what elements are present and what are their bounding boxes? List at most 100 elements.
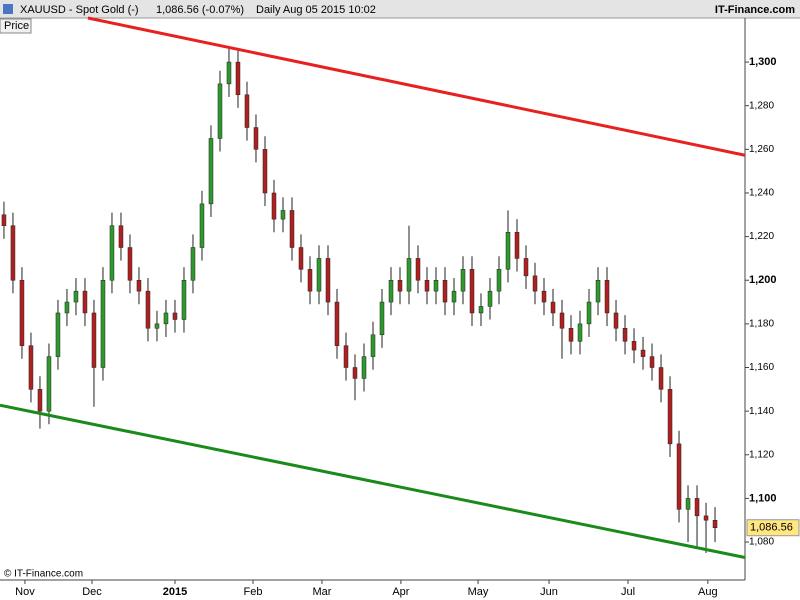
x-tick-label: Nov	[15, 586, 35, 598]
candle-body	[712, 519, 718, 528]
period: Daily Aug 05 2015 10:02	[256, 4, 376, 16]
candle-body	[568, 327, 574, 342]
x-tick-label: Apr	[392, 586, 409, 598]
candle-body	[226, 61, 232, 85]
x-tick-label: 2015	[163, 586, 187, 598]
footer: © IT-Finance.com	[4, 569, 83, 580]
candle-body	[64, 301, 70, 314]
candle-body	[415, 258, 421, 281]
x-tick-label: May	[468, 586, 489, 598]
candle-body	[694, 498, 700, 517]
candle-body	[487, 290, 493, 307]
candle-body	[388, 279, 394, 303]
candle-body	[523, 258, 529, 277]
candle-body	[649, 356, 655, 368]
candle-body	[550, 301, 556, 314]
candle-body	[442, 279, 448, 303]
quote: 1,086.56 (-0.07%)	[156, 4, 244, 16]
candle-body	[253, 127, 259, 150]
candle-body	[631, 341, 637, 351]
candle-body	[370, 334, 376, 357]
candle-body	[37, 389, 43, 412]
price-tag	[0, 18, 32, 34]
candle-body	[514, 231, 520, 259]
candle-body	[10, 225, 16, 281]
x-tick-label: Mar	[312, 586, 331, 598]
candle-body	[658, 367, 664, 390]
candle-body	[172, 312, 178, 320]
x-tick-label: Jul	[621, 586, 635, 598]
candle-body	[127, 247, 133, 281]
candle-body	[451, 290, 457, 303]
candle-body	[424, 279, 430, 292]
candle-body	[676, 443, 682, 510]
y-tick-label: 1,180	[749, 319, 774, 330]
candle-body	[541, 290, 547, 303]
x-tick-label: Jun	[540, 586, 558, 598]
candle-body	[82, 290, 88, 314]
candle-body	[208, 138, 214, 205]
y-tick-label: 1,300	[749, 56, 777, 68]
candle-body	[163, 312, 169, 325]
candle-body	[397, 279, 403, 292]
candle-body	[145, 290, 151, 329]
y-tick-label: 1,160	[749, 362, 774, 373]
candle-body	[478, 306, 484, 314]
candle-body	[262, 149, 268, 194]
candle-body	[298, 247, 304, 270]
x-tick-label: Dec	[82, 586, 102, 598]
trendline	[0, 403, 746, 559]
last-price-label: 1,086.56	[750, 522, 793, 534]
candle-body	[334, 301, 340, 346]
header-bar	[0, 0, 800, 18]
x-tick-label: Aug	[698, 586, 718, 598]
candle-body	[217, 83, 223, 139]
candle-body	[190, 247, 196, 281]
candle-body	[46, 356, 52, 412]
symbol-icon	[3, 4, 13, 14]
y-tick-label: 1,260	[749, 144, 774, 155]
candle-body	[271, 192, 277, 220]
candle-body	[28, 345, 34, 390]
candle-body	[586, 301, 592, 325]
candle-body	[244, 94, 250, 128]
candle-body	[577, 323, 583, 342]
candle-body	[118, 225, 124, 248]
y-tick-label: 1,220	[749, 231, 774, 242]
candle-body	[622, 327, 628, 342]
y-tick-label: 1,240	[749, 188, 774, 199]
candle-body	[181, 279, 187, 320]
candle-body	[613, 312, 619, 329]
y-tick-label: 1,080	[749, 537, 774, 548]
candle-body	[325, 258, 331, 303]
candle-body	[109, 225, 115, 281]
trendline	[87, 16, 746, 157]
candle-body	[505, 231, 511, 270]
candle-body	[289, 210, 295, 248]
candle-body	[73, 290, 79, 303]
candle-body	[667, 389, 673, 445]
candle-body	[559, 312, 565, 329]
candle-body	[640, 349, 646, 357]
candle-body	[469, 269, 475, 314]
candle-body	[460, 269, 466, 292]
candle-body	[280, 210, 286, 220]
y-tick-label: 1,100	[749, 492, 777, 504]
candle-body	[100, 279, 106, 368]
candle-body	[1, 214, 7, 226]
price-label: Price	[4, 20, 29, 32]
candle-body	[496, 269, 502, 292]
candle-body	[307, 269, 313, 292]
candle-body	[595, 279, 601, 303]
candle-body	[433, 279, 439, 292]
candle-body	[343, 345, 349, 368]
candle-body	[532, 275, 538, 292]
candle-body	[604, 279, 610, 314]
candle-body	[316, 258, 322, 292]
candle-body	[91, 312, 97, 368]
candle-body	[136, 279, 142, 292]
candle-body	[235, 61, 241, 96]
brand: IT-Finance.com	[715, 4, 795, 16]
candle-body	[406, 258, 412, 292]
